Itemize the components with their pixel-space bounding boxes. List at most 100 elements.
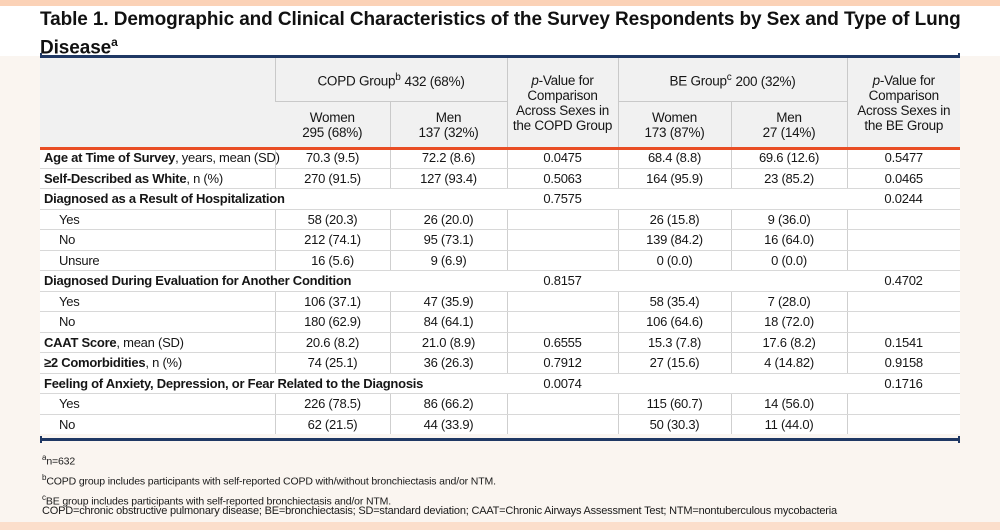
cell-value: 7 (28.0) bbox=[730, 291, 848, 312]
cell-value: 106 (37.1) bbox=[274, 291, 390, 312]
cell-value: 27 (15.6) bbox=[617, 352, 732, 374]
cell-value bbox=[846, 311, 961, 333]
category-row: Diagnosed as a Result of Hospitalization… bbox=[40, 188, 961, 210]
footnote-a: an=632 bbox=[42, 453, 76, 468]
table-header: COPD Groupb 432 (68%) p-Value for Compari… bbox=[40, 58, 961, 148]
row-label-column-header bbox=[40, 58, 275, 148]
be-group-header: BE Groupc 200 (32%) bbox=[617, 58, 848, 102]
cell-value: 0.9158 bbox=[846, 352, 961, 374]
cell-value bbox=[846, 291, 961, 312]
copd-group-header: COPD Groupb 432 (68%) bbox=[274, 58, 508, 102]
pvalue-be-header: p-Value for Comparison Across Sexes in t… bbox=[846, 58, 961, 148]
cell-value: 15.3 (7.8) bbox=[617, 332, 732, 353]
cell-value: 84 (64.1) bbox=[389, 311, 508, 333]
row-label: No bbox=[40, 414, 275, 434]
cell-value: 164 (95.9) bbox=[617, 168, 732, 189]
cell-value: 44 (33.9) bbox=[389, 414, 508, 434]
p-value-copd: 0.7575 bbox=[507, 188, 619, 210]
pvalue-copd-header: p-Value for Comparison Across Sexes in t… bbox=[506, 58, 619, 148]
top-navy-rule bbox=[40, 53, 960, 60]
footnote-c: cBE group includes participants with sel… bbox=[42, 493, 392, 508]
cell-value: 14 (56.0) bbox=[730, 393, 848, 415]
cell-value: 0.0475 bbox=[506, 148, 619, 169]
cell-value bbox=[846, 209, 961, 230]
row-label: Yes bbox=[40, 291, 275, 312]
cell-value: 69.6 (12.6) bbox=[730, 148, 848, 169]
be-footnote-marker: c bbox=[726, 72, 732, 84]
table-row: Age at Time of Survey, years, mean (SD) 7… bbox=[40, 148, 961, 169]
bottom-navy-rule bbox=[40, 436, 960, 443]
cell-value: 9 (36.0) bbox=[730, 209, 848, 230]
cell-value: 21.0 (8.9) bbox=[389, 332, 508, 353]
row-label: Age at Time of Survey, years, mean (SD) bbox=[40, 148, 280, 169]
cell-value bbox=[506, 414, 619, 434]
be-women-header: Women 173 (87%) bbox=[617, 101, 732, 148]
cell-value: 0.5063 bbox=[506, 168, 619, 189]
p-value-copd: 0.8157 bbox=[507, 270, 619, 292]
cell-value: 50 (30.3) bbox=[617, 414, 732, 434]
cell-value: 17.6 (8.2) bbox=[730, 332, 848, 353]
top-accent-band bbox=[0, 0, 1000, 6]
cell-value: 58 (20.3) bbox=[274, 209, 390, 230]
table-row: No 180 (62.9) 84 (64.1) 106 (64.6) 18 (72.0) bbox=[40, 311, 961, 333]
table-row: Yes 106 (37.1) 47 (35.9) 58 (35.4) 7 (28.0) bbox=[40, 291, 961, 312]
cell-value: 36 (26.3) bbox=[389, 352, 508, 374]
cell-value: 0.7912 bbox=[506, 352, 619, 374]
cell-value: 0 (0.0) bbox=[617, 250, 732, 271]
cell-value: 74 (25.1) bbox=[274, 352, 390, 374]
row-label: Self-Described as White, n (%) bbox=[40, 168, 275, 189]
bottom-accent-band bbox=[0, 522, 1000, 530]
empty-cell bbox=[618, 373, 848, 394]
cell-value: 180 (62.9) bbox=[274, 311, 390, 333]
row-label: Yes bbox=[40, 209, 275, 230]
category-row: Diagnosed During Evaluation for Another … bbox=[40, 270, 961, 292]
copd-group-name: COPD Group bbox=[317, 73, 396, 89]
table-row: Yes 226 (78.5) 86 (66.2) 115 (60.7) 14 (56.0… bbox=[40, 393, 961, 415]
table-row: No 62 (21.5) 44 (33.9) 50 (30.3) 11 (44.0) bbox=[40, 414, 961, 434]
row-label: Diagnosed During Evaluation for Another … bbox=[40, 270, 508, 292]
cell-value: 0.6555 bbox=[506, 332, 619, 353]
cell-value: 26 (20.0) bbox=[389, 209, 508, 230]
cell-value: 72.2 (8.6) bbox=[389, 148, 508, 169]
header-orange-rule bbox=[40, 147, 960, 150]
p-value-be: 0.1716 bbox=[847, 373, 961, 394]
p-value-be: 0.0244 bbox=[847, 188, 961, 210]
cell-value: 212 (74.1) bbox=[274, 229, 390, 251]
cell-value: 115 (60.7) bbox=[617, 393, 732, 415]
table-row: Unsure 16 (5.6) 9 (6.9) 0 (0.0) 0 (0.0) bbox=[40, 250, 961, 271]
cell-value bbox=[506, 311, 619, 333]
cell-value bbox=[846, 250, 961, 271]
cell-value bbox=[506, 291, 619, 312]
cell-value bbox=[506, 229, 619, 251]
table-row: ≥2 Comorbidities, n (%) 74 (25.1) 36 (26.3… bbox=[40, 352, 961, 374]
cell-value: 26 (15.8) bbox=[617, 209, 732, 230]
demographics-table: COPD Groupb 432 (68%) p-Value for Compari… bbox=[40, 58, 961, 434]
table-title-text: Table 1. Demographic and Clinical Charac… bbox=[40, 9, 961, 59]
table-body: Age at Time of Survey, years, mean (SD) 7… bbox=[40, 148, 961, 434]
cell-value: 0.1541 bbox=[846, 332, 961, 353]
table-title-footnote-marker: a bbox=[111, 35, 118, 49]
table-row: Yes 58 (20.3) 26 (20.0) 26 (15.8) 9 (36.0) bbox=[40, 209, 961, 230]
cell-value: 62 (21.5) bbox=[274, 414, 390, 434]
row-label: Feeling of Anxiety, Depression, or Fear … bbox=[40, 373, 508, 394]
cell-value bbox=[846, 393, 961, 415]
row-label: Diagnosed as a Result of Hospitalization bbox=[40, 188, 508, 210]
cell-value: 226 (78.5) bbox=[274, 393, 390, 415]
copd-group-count: 432 (68%) bbox=[404, 73, 465, 89]
cell-value bbox=[506, 209, 619, 230]
table-title: Table 1. Demographic and Clinical Charac… bbox=[40, 8, 978, 59]
cell-value: 20.6 (8.2) bbox=[274, 332, 390, 353]
cell-value: 70.3 (9.5) bbox=[274, 148, 390, 169]
cell-value: 58 (35.4) bbox=[617, 291, 732, 312]
cell-value: 0.5477 bbox=[846, 148, 961, 169]
cell-value: 11 (44.0) bbox=[730, 414, 848, 434]
cell-value bbox=[506, 250, 619, 271]
row-label: No bbox=[40, 229, 275, 251]
cell-value: 270 (91.5) bbox=[274, 168, 390, 189]
cell-value: 0 (0.0) bbox=[730, 250, 848, 271]
p-value-copd: 0.0074 bbox=[507, 373, 619, 394]
cell-value: 18 (72.0) bbox=[730, 311, 848, 333]
cell-value: 68.4 (8.8) bbox=[617, 148, 732, 169]
cell-value bbox=[506, 393, 619, 415]
